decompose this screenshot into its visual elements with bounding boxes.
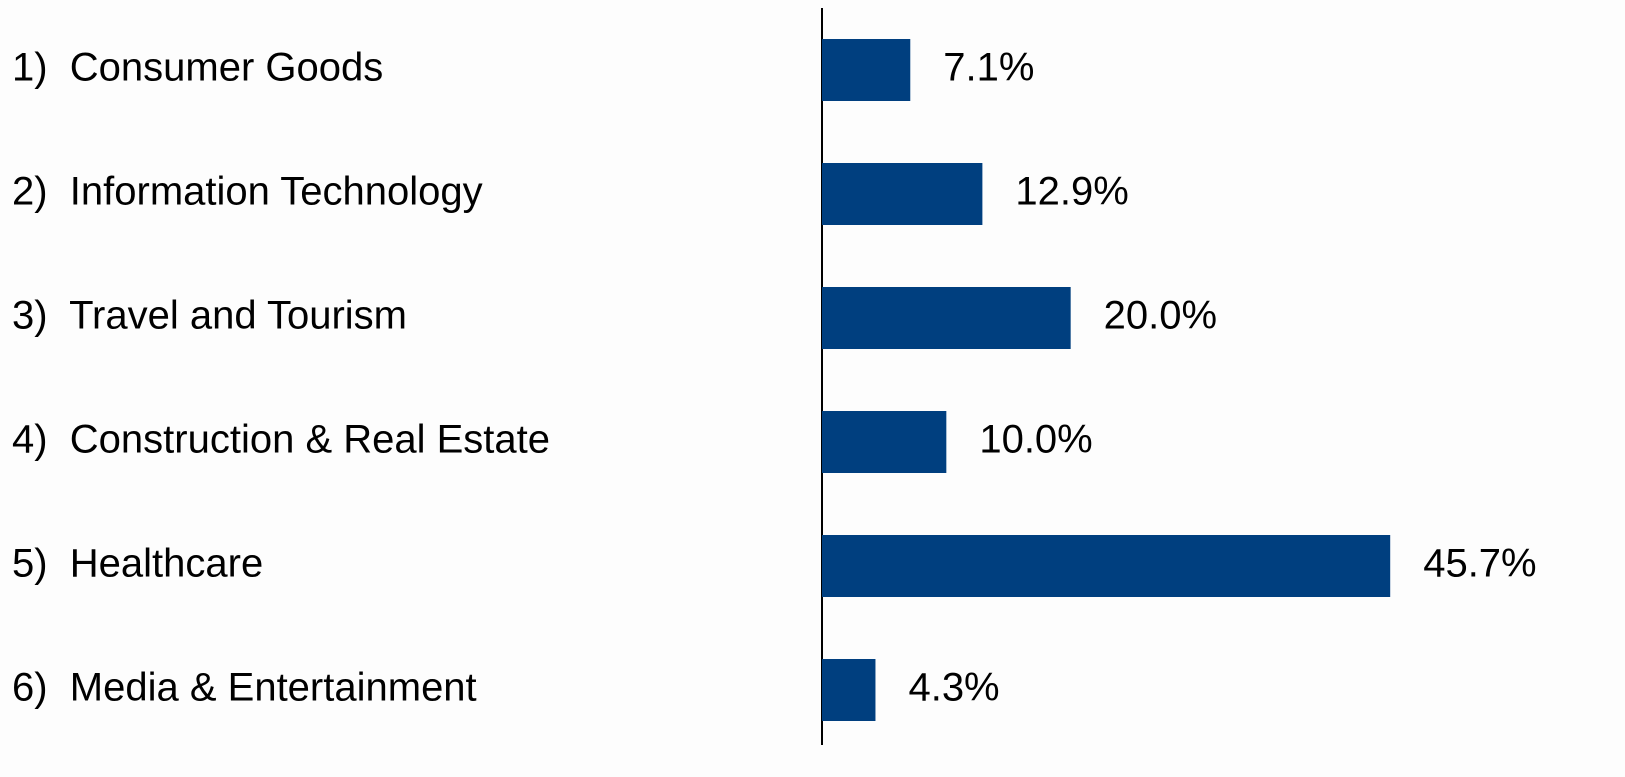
category-label: 2) Information Technology xyxy=(12,170,483,214)
bar xyxy=(822,535,1391,597)
category-label: 3) Travel and Tourism xyxy=(12,294,407,338)
value-label: 45.7% xyxy=(1423,542,1536,586)
category-label: 6) Media & Entertainment xyxy=(12,666,477,710)
value-label: 20.0% xyxy=(1104,294,1217,338)
bar xyxy=(822,39,911,101)
bar xyxy=(822,287,1071,349)
bar xyxy=(822,411,947,473)
category-label: 4) Construction & Real Estate xyxy=(12,418,550,462)
value-label: 7.1% xyxy=(943,46,1034,90)
bar xyxy=(822,659,876,721)
value-label: 10.0% xyxy=(979,418,1092,462)
bar xyxy=(822,163,983,225)
value-label: 4.3% xyxy=(908,666,999,710)
category-label: 5) Healthcare xyxy=(12,542,263,586)
category-label: 1) Consumer Goods xyxy=(12,46,383,90)
value-label: 12.9% xyxy=(1015,170,1128,214)
